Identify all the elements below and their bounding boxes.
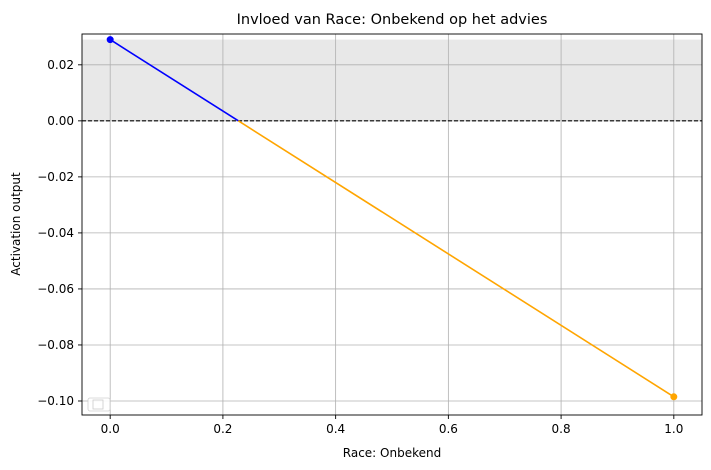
plot-frame (81, 33, 703, 416)
y-axis-label: Activation output (9, 172, 23, 276)
y-tick-label: −0.08 (37, 338, 74, 352)
data-point-marker (670, 393, 678, 401)
y-tick-label: −0.04 (37, 226, 74, 240)
y-tick-label: 0.00 (47, 114, 74, 128)
x-tick-label: 0.4 (326, 422, 345, 436)
y-tick-label: 0.02 (47, 58, 74, 72)
y-tick-label: −0.02 (37, 170, 74, 184)
y-tick-label: −0.10 (37, 394, 74, 408)
x-tick-label: 0.8 (552, 422, 571, 436)
shaded-band (82, 39, 702, 121)
x-tick-label: 0.2 (213, 422, 232, 436)
x-tick-label: 1.0 (664, 422, 683, 436)
line-segment-negative (237, 120, 675, 398)
x-axis-label: Race: Onbekend (343, 446, 441, 460)
y-tick-label: −0.06 (37, 282, 74, 296)
chart-title: Invloed van Race: Onbekend op het advies (237, 12, 548, 28)
legend-handle (92, 399, 104, 410)
x-tick-label: 0.0 (101, 422, 120, 436)
line-segment-positive (109, 38, 239, 122)
legend-box (87, 397, 111, 412)
data-point-marker (106, 36, 114, 44)
x-tick-label: 0.6 (439, 422, 458, 436)
